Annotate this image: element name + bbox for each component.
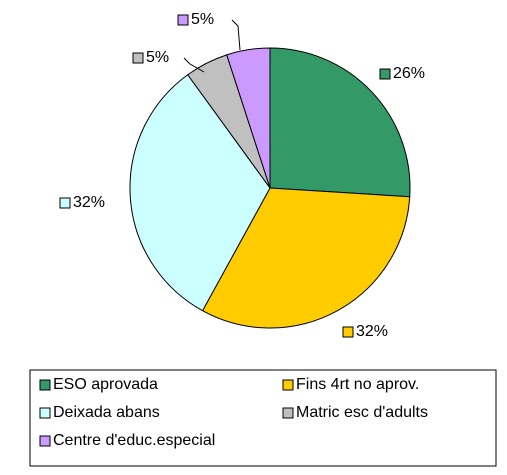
legend-label: ESO aprovada (53, 376, 158, 393)
leader-line (183, 57, 205, 73)
legend-swatch (39, 407, 51, 419)
pie-slice (269, 47, 411, 198)
legend-label: Fins 4rt no aprov. (296, 376, 419, 393)
legend-swatch (282, 407, 294, 419)
label-swatch (132, 52, 144, 64)
label-swatch (177, 14, 189, 26)
leader-line (231, 19, 241, 51)
pie-slice (129, 74, 271, 312)
legend-box (29, 369, 497, 467)
data-label: 32% (73, 194, 105, 211)
legend-label: Deixada abans (53, 404, 160, 421)
data-label: 32% (356, 323, 388, 340)
label-swatch (59, 197, 71, 209)
pie-slice (226, 47, 271, 189)
data-label: 26% (393, 65, 425, 82)
legend-label: Centre d'educ.especial (53, 432, 215, 449)
label-swatch (379, 68, 391, 80)
pie-slice (201, 187, 411, 329)
data-label: 5% (191, 11, 214, 28)
legend-swatch (282, 379, 294, 391)
data-label: 5% (146, 49, 169, 66)
legend-label: Matric esc d'adults (296, 404, 428, 421)
label-swatch (342, 326, 354, 338)
legend-swatch (39, 435, 51, 447)
legend-swatch (39, 379, 51, 391)
